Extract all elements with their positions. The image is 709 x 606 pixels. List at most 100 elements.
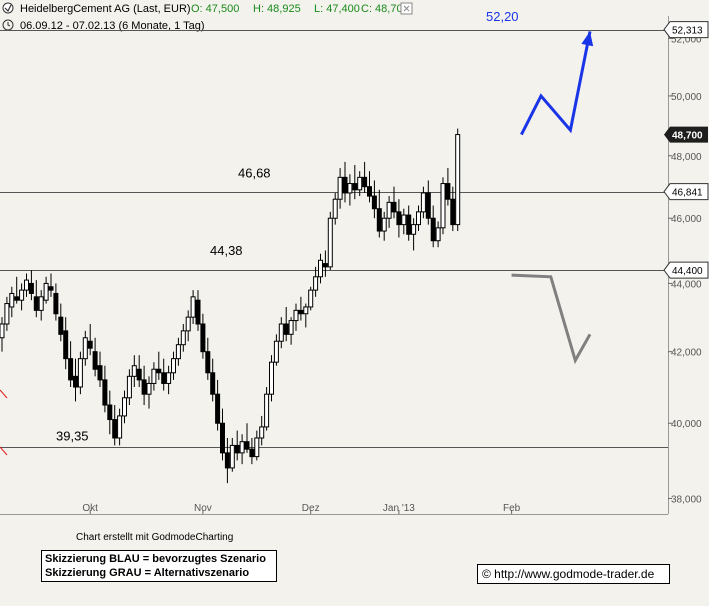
x-tick-label: Nov [194, 503, 212, 514]
candle [73, 358, 78, 402]
candle-body [166, 372, 172, 384]
x-tick-label: Okt [82, 503, 98, 514]
candle [435, 221, 441, 248]
candle [406, 205, 412, 241]
candle-body [24, 279, 29, 291]
candle [180, 323, 186, 352]
candle-body [68, 358, 74, 381]
candle [322, 250, 328, 277]
candle-body [386, 201, 392, 219]
candle [376, 189, 382, 238]
candle-body [396, 211, 402, 226]
candle [445, 168, 451, 206]
candle [278, 317, 284, 349]
candle-body [112, 419, 118, 439]
candle-body [4, 303, 10, 325]
candle [141, 365, 147, 406]
horizontal-levels [0, 30, 668, 448]
candle-body [210, 372, 216, 395]
candle-body [151, 368, 157, 384]
candle [244, 423, 250, 453]
instrument-title: HeidelbergCement AG (Last, EUR) [20, 3, 191, 15]
candle [112, 405, 118, 446]
candle [175, 337, 181, 366]
candle [19, 283, 25, 311]
candle-body [38, 296, 44, 311]
candle [396, 199, 402, 238]
candle [185, 310, 191, 342]
candle [48, 273, 54, 297]
candle-body [58, 316, 64, 335]
level-badge-label: 52,313 [672, 26, 703, 37]
last-price-shape [664, 126, 708, 143]
candle-body [200, 323, 206, 353]
candle [342, 161, 348, 203]
candle [293, 303, 299, 331]
y-tick-label: 44,000 [671, 279, 702, 290]
candle-body [19, 289, 25, 301]
candle-body [239, 441, 245, 454]
candle-body [391, 201, 397, 213]
candle-body [28, 282, 34, 294]
candle-body [249, 448, 255, 458]
candle [313, 266, 319, 297]
candle [107, 390, 113, 435]
candle-body [367, 186, 372, 197]
candle [249, 437, 255, 465]
candle [38, 290, 44, 321]
candle [391, 186, 397, 219]
candle-body [97, 365, 103, 381]
left-edge-mark [0, 446, 8, 456]
candle [9, 286, 15, 318]
x-tick-label: Dez [302, 503, 320, 514]
candle-body [205, 351, 211, 374]
candle [4, 296, 10, 331]
candle-body [175, 344, 181, 360]
candle-body [14, 296, 20, 301]
candle [166, 365, 172, 395]
candle [381, 211, 387, 241]
candle-body [107, 404, 113, 421]
candle [210, 358, 216, 402]
candle [58, 303, 64, 342]
candle-body [298, 309, 304, 315]
candle-body [244, 441, 250, 450]
candle-body [126, 375, 132, 399]
y-tick-label: 48,000 [671, 152, 702, 163]
candle [205, 337, 211, 380]
source-credit[interactable]: © http://www.godmode-trader.de [477, 564, 670, 584]
candle [425, 180, 431, 225]
candle-body [278, 323, 284, 342]
candle-body [63, 330, 69, 360]
candle-body [87, 340, 93, 349]
candle [332, 192, 338, 225]
level-badge-shape [663, 183, 709, 201]
candle [190, 290, 196, 324]
candle-body [161, 372, 167, 384]
candle-body [322, 263, 328, 268]
candle [234, 430, 240, 461]
candle [318, 253, 323, 284]
candle [43, 276, 49, 304]
candle [352, 165, 358, 200]
candle-body [190, 296, 196, 318]
candle-body [141, 379, 147, 395]
legend-gray: Skizzierung GRAU = Alternativszenario [45, 567, 250, 579]
chart-credit-text: Chart erstellt mit GodmodeCharting [76, 532, 233, 543]
candle-body [77, 358, 83, 388]
candle-body [273, 340, 279, 363]
candle-body [283, 323, 289, 335]
candle [239, 434, 245, 465]
level-badge: 52,313 [663, 21, 709, 39]
candle-body [0, 323, 5, 339]
candle [151, 362, 157, 391]
last-price-badge: 48,700 [664, 126, 708, 143]
candle [347, 174, 353, 206]
scenario-sketches [511, 31, 594, 365]
legend-blue: Skizzierung BLAU = bevorzugtes Szenario [45, 553, 266, 565]
candle-body [445, 183, 451, 200]
candle-body [269, 361, 274, 395]
candle-body [327, 217, 333, 268]
